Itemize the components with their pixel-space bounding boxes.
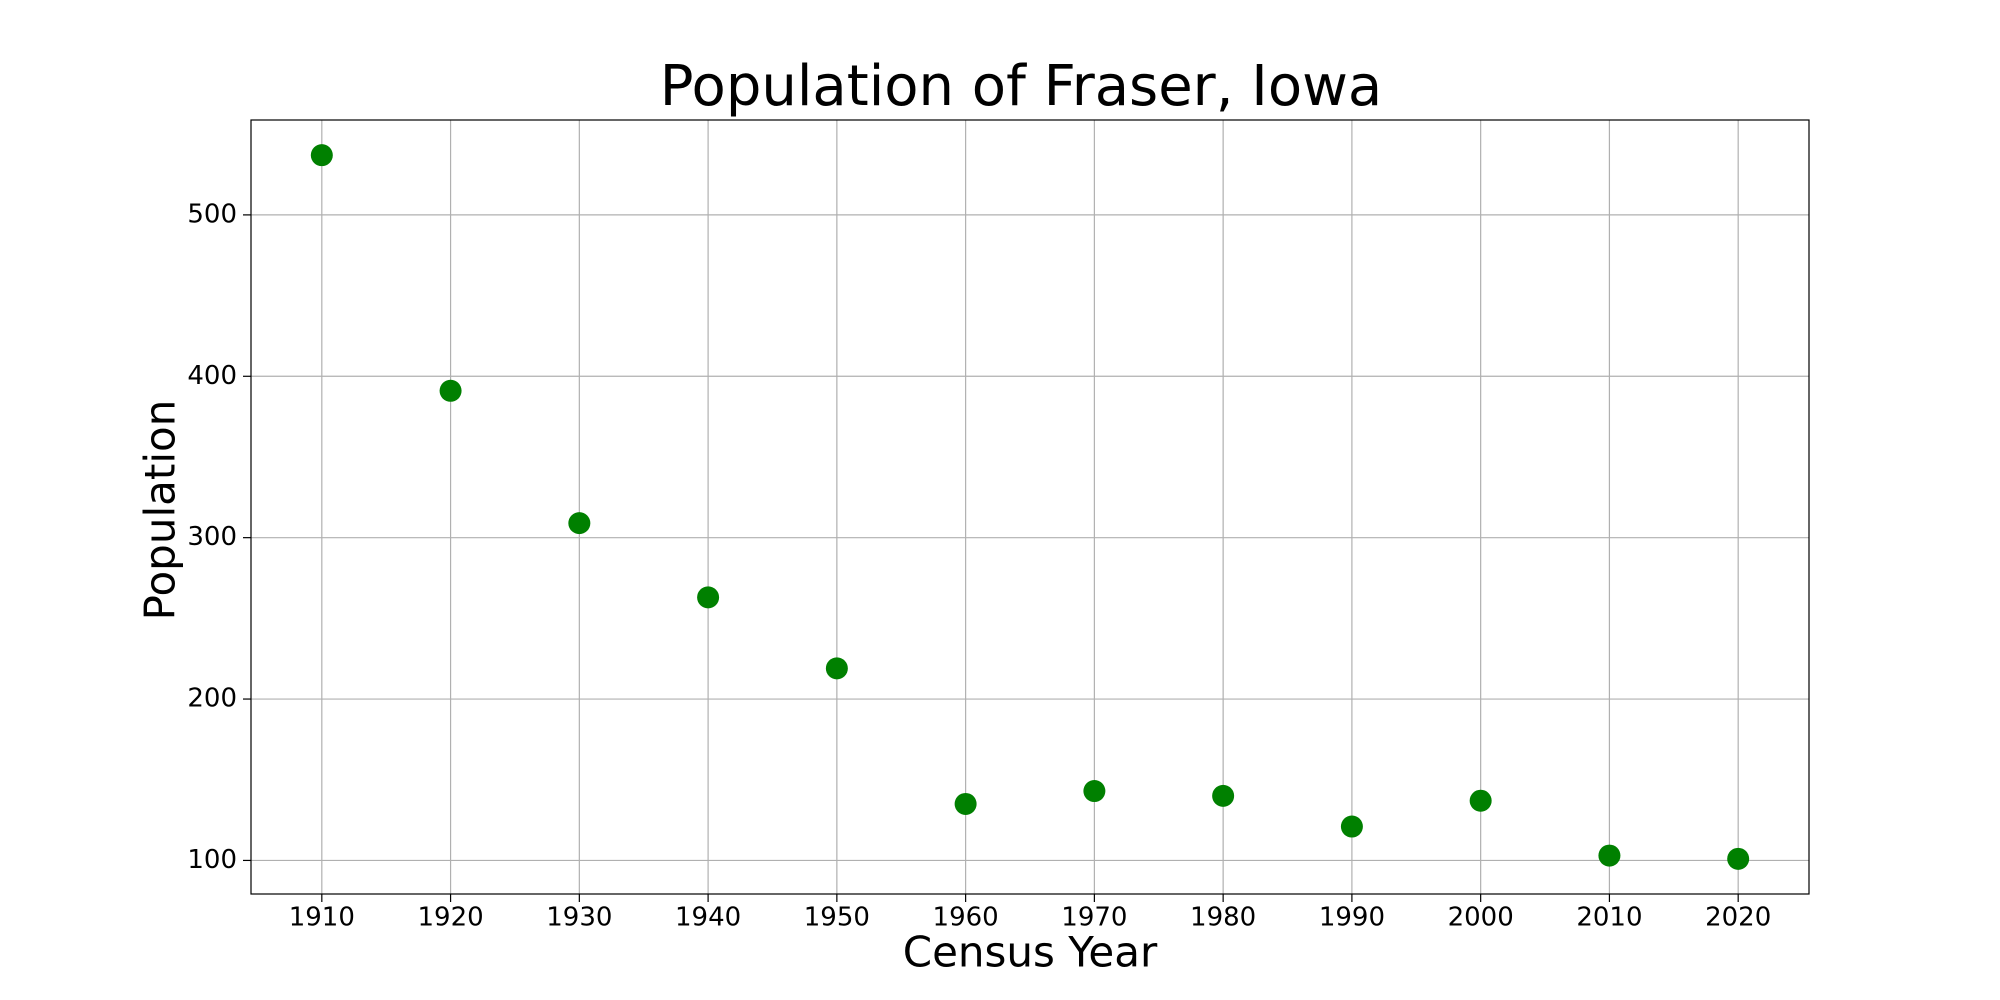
chart-title: Population of Fraser, Iowa [660, 54, 1382, 119]
point [697, 586, 720, 609]
y-tick-label: 200 [187, 684, 237, 714]
x-tick-label: 1970 [1061, 903, 1127, 933]
point [1727, 847, 1750, 870]
x-tick-label: 1990 [1319, 903, 1385, 933]
x-tick-label: 2000 [1448, 903, 1514, 933]
plot-frame [250, 119, 1810, 895]
x-tick-label: 1980 [1190, 903, 1256, 933]
point [1469, 789, 1492, 812]
point [439, 379, 462, 402]
point [825, 657, 848, 680]
point [1598, 844, 1621, 867]
point [1212, 784, 1235, 807]
x-tick-label: 1960 [933, 903, 999, 933]
y-tick-label: 300 [187, 522, 237, 552]
y-tick-label: 100 [187, 845, 237, 875]
x-tick-label: 1950 [804, 903, 870, 933]
y-axis-label: Population [136, 400, 185, 621]
x-axis-label: Census Year [903, 928, 1158, 977]
x-tick-label: 2010 [1576, 903, 1642, 933]
point [568, 512, 591, 535]
point [1340, 815, 1363, 838]
y-tick-label: 400 [187, 361, 237, 391]
point [1083, 780, 1106, 803]
x-tick-label: 1920 [417, 903, 483, 933]
point [954, 792, 977, 815]
point [310, 144, 333, 167]
x-tick-label: 1940 [675, 903, 741, 933]
x-tick-label: 2020 [1705, 903, 1771, 933]
x-tick-label: 1930 [546, 903, 612, 933]
x-tick-label: 1910 [289, 903, 355, 933]
y-tick-label: 500 [187, 199, 237, 229]
